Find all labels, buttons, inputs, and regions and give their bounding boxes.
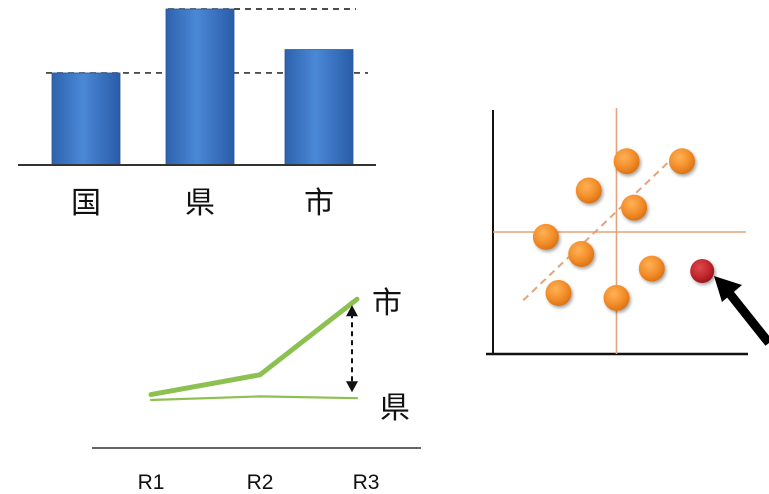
scatter-point-8 (603, 284, 630, 311)
gap-arrow-head-up (346, 305, 358, 317)
line-series-group (148, 296, 360, 402)
bar-category-labels: 国 県 市 (71, 186, 334, 221)
bar-label-2: 市 (304, 186, 334, 221)
gap-double-arrow (346, 305, 358, 393)
scatter-point-1 (669, 148, 695, 175)
scatter-point-2 (575, 177, 602, 204)
pointer-arrow-head (714, 276, 742, 302)
line-series-1 (149, 395, 359, 402)
bar-0 (51, 72, 121, 166)
line-x-tick-0: R1 (138, 471, 165, 494)
line-x-tick-2: R3 (353, 471, 380, 494)
scatter-point-6 (638, 255, 665, 282)
line-x-tick-1: R2 (247, 471, 274, 494)
bar-1 (165, 8, 235, 166)
outlier-pointer-arrow (714, 276, 769, 346)
line-series-label-0: 市 (372, 286, 402, 321)
scatter-chart (486, 108, 769, 356)
scatter-guides (493, 108, 746, 354)
bar-series (51, 8, 354, 166)
scatter-point-7 (545, 280, 572, 306)
scatter-point-3 (621, 194, 648, 221)
scatter-point-4 (532, 223, 559, 250)
scatter-outlier-point (690, 259, 715, 283)
line-chart: R1 R2 R3 市 県 (92, 286, 421, 494)
pointer-arrow-shaft (726, 291, 769, 346)
scatter-point-5 (568, 241, 595, 267)
bar-label-1: 県 (185, 186, 215, 221)
scatter-point-0 (613, 148, 640, 175)
line-series-label-1: 県 (380, 391, 410, 426)
scatter-points (532, 148, 715, 311)
line-series-0 (148, 296, 360, 398)
bar-2 (284, 49, 354, 166)
bar-chart: 国 県 市 (18, 8, 376, 221)
trend-line (522, 155, 676, 302)
bar-label-0: 国 (71, 186, 101, 221)
gap-arrow-head-down (346, 381, 358, 393)
